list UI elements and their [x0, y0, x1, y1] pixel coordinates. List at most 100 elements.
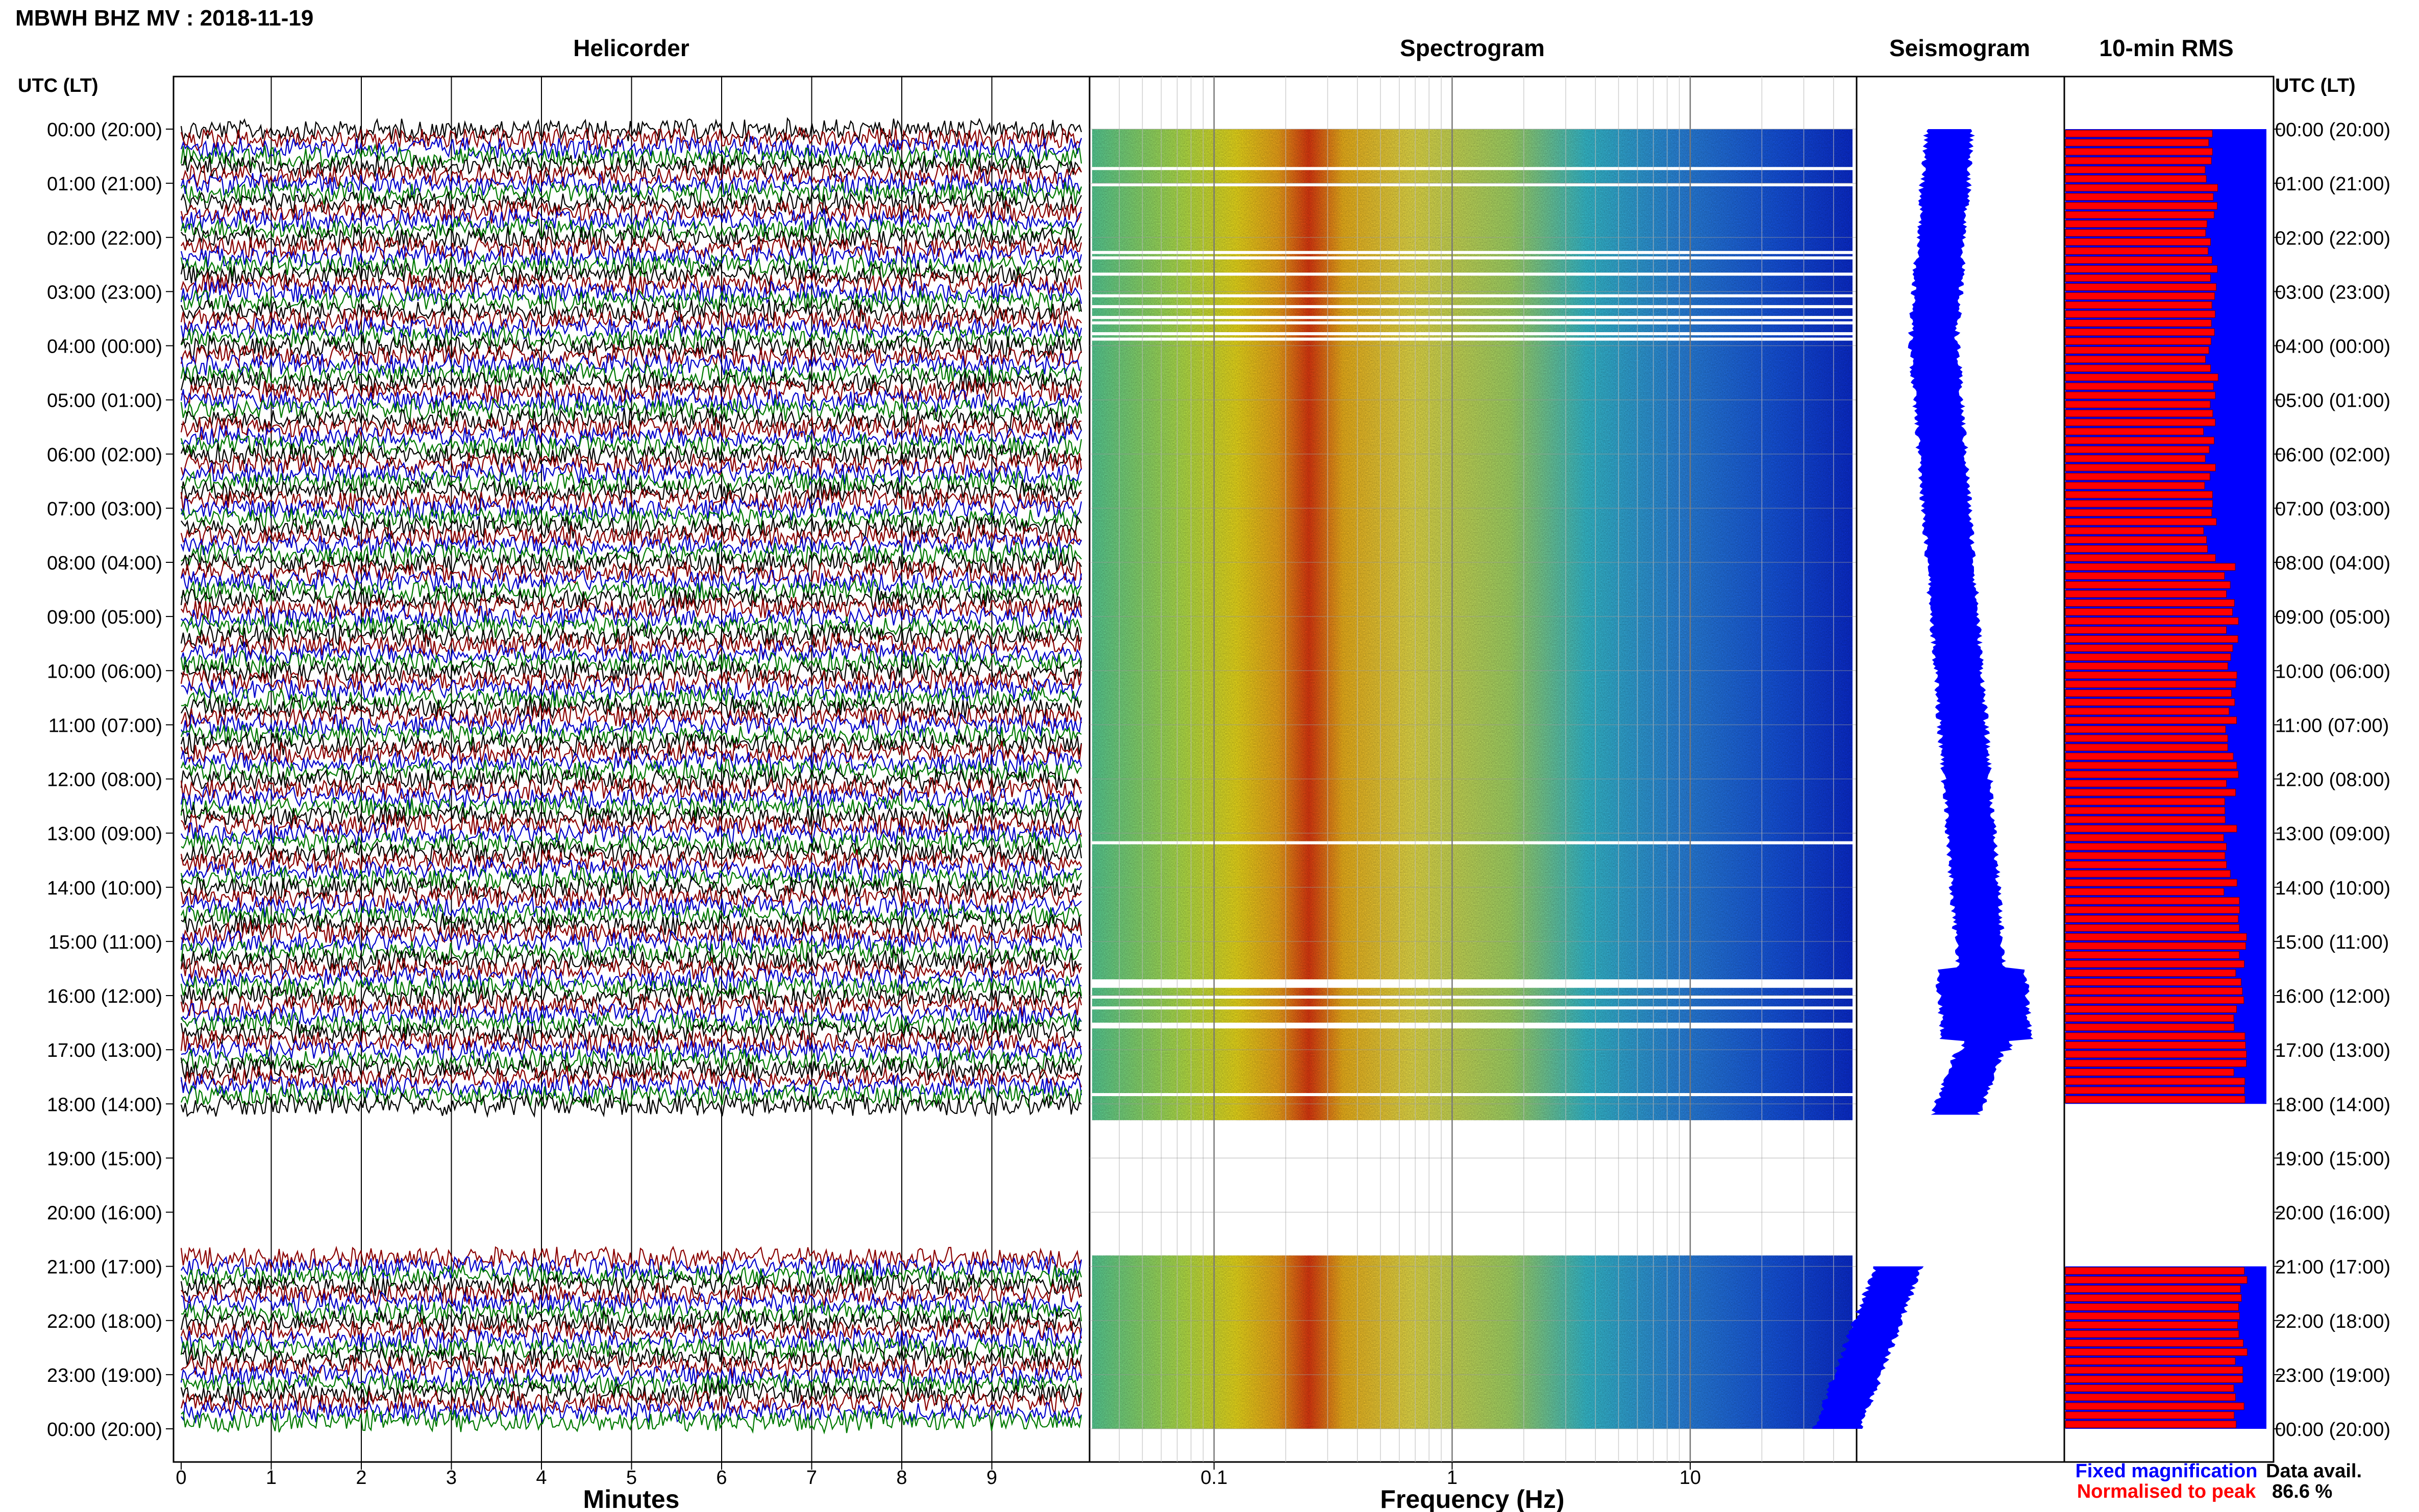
rms-normalised-bar	[2065, 1267, 2245, 1275]
rms-fixed-bar	[2065, 129, 2266, 1104]
rms-title: 10-min RMS	[2099, 35, 2233, 61]
rms-normalised-bar	[2065, 924, 2240, 932]
helicorder-trace	[181, 912, 1082, 937]
spectrogram-dropout	[1092, 167, 1853, 170]
helicorder-trace	[180, 362, 1082, 387]
time-label-left: 22:00 (18:00)	[47, 1311, 162, 1332]
rms-normalised-bar	[2065, 1321, 2238, 1329]
rms-normalised-bar	[2065, 1059, 2247, 1067]
rms-normalised-bar	[2065, 445, 2210, 454]
helicorder-trace	[180, 1264, 1082, 1290]
helicorder-trace	[180, 884, 1082, 910]
rms-normalised-bar	[2065, 960, 2244, 968]
rms-normalised-bar	[2065, 310, 2216, 318]
spectrogram-texture	[1092, 1255, 1853, 1429]
time-label-right: 06:00 (02:00)	[2275, 444, 2390, 466]
helicorder-trace	[181, 289, 1082, 315]
rms-normalised-bar	[2065, 969, 2236, 977]
rms-normalised-bar	[2065, 247, 2209, 255]
rms-normalised-bar	[2065, 734, 2228, 742]
rms-normalised-bar	[2065, 1393, 2236, 1401]
time-label-right: 01:00 (21:00)	[2275, 173, 2390, 195]
spectrogram-dropout	[1092, 982, 1853, 985]
helicorder-trace	[181, 423, 1082, 449]
rms-normalised-bar	[2065, 834, 2224, 841]
rms-normalised-bar	[2065, 716, 2237, 724]
rms-normalised-bar	[2065, 879, 2237, 887]
rms-normalised-bar	[2065, 355, 2206, 363]
helicorder-trace	[181, 235, 1082, 261]
rms-normalised-bar	[2065, 418, 2216, 427]
helicorder-trace	[180, 398, 1082, 423]
helicorder-trace	[180, 1317, 1082, 1343]
rms-normalised-bar	[2065, 184, 2218, 192]
minute-tick-label: 6	[716, 1467, 727, 1489]
time-axis-left: 00:00 (20:00) 01:00 (21:00) 02:00 (22:00) 0…	[47, 119, 174, 1441]
rms-normalised-bar	[2065, 1086, 2245, 1095]
rms-normalised-bar	[2065, 897, 2240, 905]
helicorder-trace	[181, 406, 1082, 433]
helicorder-trace	[181, 594, 1082, 621]
rms-normalised-bar	[2065, 581, 2231, 589]
time-label-left: 04:00 (00:00)	[47, 336, 162, 358]
helicorder-trace	[181, 804, 1082, 831]
helicorder-trace	[180, 1271, 1082, 1298]
helicorder-trace	[181, 830, 1082, 857]
rms-normalised-bar	[2065, 1096, 2245, 1103]
spectrogram-dropout	[1092, 183, 1853, 187]
rms-normalised-bar	[2065, 1384, 2234, 1392]
time-label-left: 17:00 (13:00)	[47, 1040, 162, 1061]
time-label-left: 10:00 (06:00)	[47, 661, 162, 682]
seismogram-title: Seismogram	[1889, 35, 2030, 61]
helicorder-trace	[180, 343, 1082, 369]
helicorder-trace	[180, 731, 1082, 758]
rms-normalised-bar	[2065, 978, 2241, 986]
utc-label-right: UTC (LT)	[2275, 75, 2356, 96]
rms-normalised-bar	[2065, 1014, 2234, 1022]
rms-normalised-bar	[2065, 1375, 2243, 1383]
time-label-right: 11:00 (07:00)	[2275, 715, 2389, 736]
spectrogram-dropout	[1092, 294, 1853, 298]
station-title: MBWH BHZ MV : 2018-11-19	[15, 6, 313, 31]
rms-normalised-bar	[2065, 1411, 2235, 1419]
helicorder-trace	[181, 696, 1082, 722]
rms-normalised-bar	[2065, 1276, 2248, 1284]
helicorder-trace	[180, 795, 1082, 821]
rms-normalised-bar	[2065, 292, 2215, 300]
spectrogram-title: Spectrogram	[1400, 35, 1545, 61]
time-label-left: 12:00 (08:00)	[47, 770, 162, 791]
data-availability-label: Data avail.	[2266, 1460, 2362, 1482]
helicorder-trace	[180, 170, 1082, 198]
rms-normalised-bar	[2065, 852, 2226, 860]
rms-normalised-bar	[2065, 870, 2231, 878]
helicorder-trace	[180, 143, 1082, 170]
spectrogram-dropout	[1092, 256, 1853, 260]
rms-normalised-bar	[2065, 590, 2227, 598]
time-label-left: 18:00 (14:00)	[47, 1094, 162, 1116]
time-label-right: 16:00 (12:00)	[2275, 986, 2390, 1007]
rms-normalised-bar	[2065, 545, 2208, 553]
rms-normalised-bar	[2065, 139, 2209, 146]
time-label-right: 20:00 (16:00)	[2275, 1203, 2390, 1224]
helicorder-trace	[181, 181, 1082, 207]
helicorder-trace	[180, 352, 1082, 378]
rms-normalised-bar	[2065, 175, 2207, 183]
rms-normalised-bar	[2065, 707, 2230, 715]
spectrogram-dropout	[1092, 841, 1853, 845]
time-label-right: 18:00 (14:00)	[2275, 1094, 2390, 1116]
helicorder-trace	[181, 1038, 1082, 1063]
time-axis-right: 00:00 (20:00) 01:00 (21:00) 02:00 (22:00) 0…	[2274, 119, 2390, 1441]
spectrogram-dropout	[1092, 979, 1853, 983]
rms-normalised-bar	[2065, 1077, 2245, 1085]
rms-normalised-bar	[2065, 391, 2216, 400]
rms-normalised-bar	[2065, 906, 2240, 914]
time-label-left: 23:00 (19:00)	[47, 1365, 162, 1386]
rms-normalised-bar	[2065, 798, 2225, 806]
helicorder-trace	[180, 964, 1082, 992]
rms-normalised-bar	[2065, 1032, 2245, 1040]
time-label-left: 19:00 (15:00)	[47, 1148, 162, 1170]
rms-normalised-bar	[2065, 608, 2233, 616]
helicorder-trace	[180, 650, 1082, 676]
seismogram-panel	[1812, 76, 2065, 1463]
time-label-right: 12:00 (08:00)	[2275, 770, 2390, 791]
